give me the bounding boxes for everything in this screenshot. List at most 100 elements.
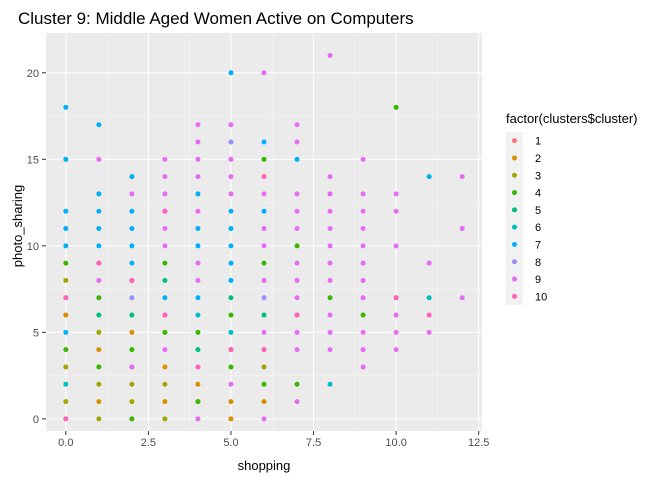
data-point-cluster-9 [195, 277, 201, 283]
y-tick-label: 20 [27, 68, 39, 80]
data-point-cluster-7 [63, 156, 69, 162]
data-point-cluster-4 [294, 243, 300, 249]
legend-key-6 [512, 224, 517, 230]
data-point-cluster-2 [162, 399, 168, 405]
data-point-cluster-5 [195, 347, 201, 353]
data-point-cluster-9 [360, 243, 366, 249]
data-point-cluster-4 [129, 347, 135, 353]
data-point-cluster-7 [261, 208, 267, 214]
data-point-cluster-4 [294, 381, 300, 387]
data-point-cluster-9 [261, 243, 267, 249]
data-point-cluster-9 [327, 52, 333, 58]
data-point-cluster-9 [294, 226, 300, 232]
data-point-cluster-9 [327, 347, 333, 353]
panel-background [46, 33, 482, 431]
data-point-cluster-7 [228, 277, 234, 283]
data-point-cluster-7 [129, 226, 135, 232]
legend-key-5 [512, 207, 517, 213]
data-point-cluster-2 [228, 416, 234, 422]
x-tick-label: 10.0 [385, 437, 406, 449]
data-point-cluster-9 [327, 277, 333, 283]
data-point-cluster-9 [360, 226, 366, 232]
data-point-cluster-9 [261, 191, 267, 197]
data-point-cluster-9 [393, 347, 399, 353]
data-point-cluster-7 [294, 156, 300, 162]
data-point-cluster-2 [96, 347, 102, 353]
data-point-cluster-7 [63, 208, 69, 214]
data-point-cluster-4 [162, 260, 168, 266]
legend-label-8: 8 [535, 257, 541, 269]
data-point-cluster-9 [195, 139, 201, 145]
data-point-cluster-3 [261, 364, 267, 370]
legend-key-10 [512, 293, 517, 299]
data-point-cluster-7 [96, 226, 102, 232]
data-point-cluster-4 [360, 312, 366, 318]
data-point-cluster-7 [426, 174, 432, 180]
data-point-cluster-4 [129, 416, 135, 422]
y-tick-label: 10 [27, 241, 39, 253]
legend-key-background [506, 132, 523, 305]
data-point-cluster-9 [294, 277, 300, 283]
data-point-cluster-4 [162, 329, 168, 335]
legend-label-10: 10 [535, 291, 547, 303]
data-point-cluster-3 [63, 277, 69, 283]
data-point-cluster-7 [162, 295, 168, 301]
data-point-cluster-9 [261, 277, 267, 283]
legend-label-1: 1 [535, 136, 541, 148]
data-point-cluster-3 [63, 399, 69, 405]
data-point-cluster-9 [360, 295, 366, 301]
data-point-cluster-9 [294, 139, 300, 145]
data-point-cluster-3 [63, 364, 69, 370]
data-point-cluster-7 [96, 122, 102, 128]
data-point-cluster-7 [63, 226, 69, 232]
data-point-cluster-9 [294, 122, 300, 128]
data-point-cluster-4 [228, 312, 234, 318]
x-tick-label: 12.5 [468, 437, 489, 449]
axes: 0.0 2.5 5.0 7.5 10.0 12.5 0 5 10 15 20 [27, 68, 490, 449]
data-point-cluster-7 [63, 329, 69, 335]
data-point-cluster-6 [327, 381, 333, 387]
data-point-cluster-9 [360, 277, 366, 283]
legend-label-7: 7 [535, 239, 541, 251]
data-point-cluster-2 [129, 329, 135, 335]
data-point-cluster-7 [195, 295, 201, 301]
data-point-cluster-9 [426, 260, 432, 266]
data-point-cluster-7 [63, 243, 69, 249]
data-point-cluster-5 [129, 312, 135, 318]
y-axis-title: photo_sharing [10, 185, 25, 267]
data-point-cluster-3 [129, 381, 135, 387]
y-tick-label: 15 [27, 154, 39, 166]
data-point-cluster-4 [96, 295, 102, 301]
legend-key-9 [512, 276, 517, 282]
data-point-cluster-4 [261, 381, 267, 387]
x-tick-label: 5.0 [223, 437, 238, 449]
data-point-cluster-9 [261, 329, 267, 335]
data-point-cluster-2 [63, 312, 69, 318]
data-point-cluster-7 [228, 260, 234, 266]
data-point-cluster-9 [261, 416, 267, 422]
data-point-cluster-9 [393, 312, 399, 318]
data-point-cluster-4 [327, 295, 333, 301]
data-point-cluster-4 [195, 399, 201, 405]
legend-key-7 [512, 241, 517, 247]
data-point-cluster-7 [96, 191, 102, 197]
data-point-cluster-7 [129, 208, 135, 214]
data-point-cluster-9 [327, 226, 333, 232]
data-point-cluster-9 [360, 329, 366, 335]
data-point-cluster-9 [228, 156, 234, 162]
y-tick-label: 5 [33, 327, 39, 339]
data-point-cluster-9 [327, 191, 333, 197]
data-point-cluster-10 [294, 312, 300, 318]
data-point-cluster-9 [360, 364, 366, 370]
legend-label-6: 6 [535, 222, 541, 234]
data-point-cluster-7 [228, 70, 234, 76]
data-point-cluster-7 [261, 139, 267, 145]
data-points [63, 52, 465, 422]
data-point-cluster-9 [360, 260, 366, 266]
data-point-cluster-9 [195, 416, 201, 422]
data-point-cluster-10 [96, 260, 102, 266]
x-tick-label: 7.5 [306, 437, 321, 449]
data-point-cluster-10 [261, 347, 267, 353]
x-axis-title: shopping [238, 458, 291, 473]
